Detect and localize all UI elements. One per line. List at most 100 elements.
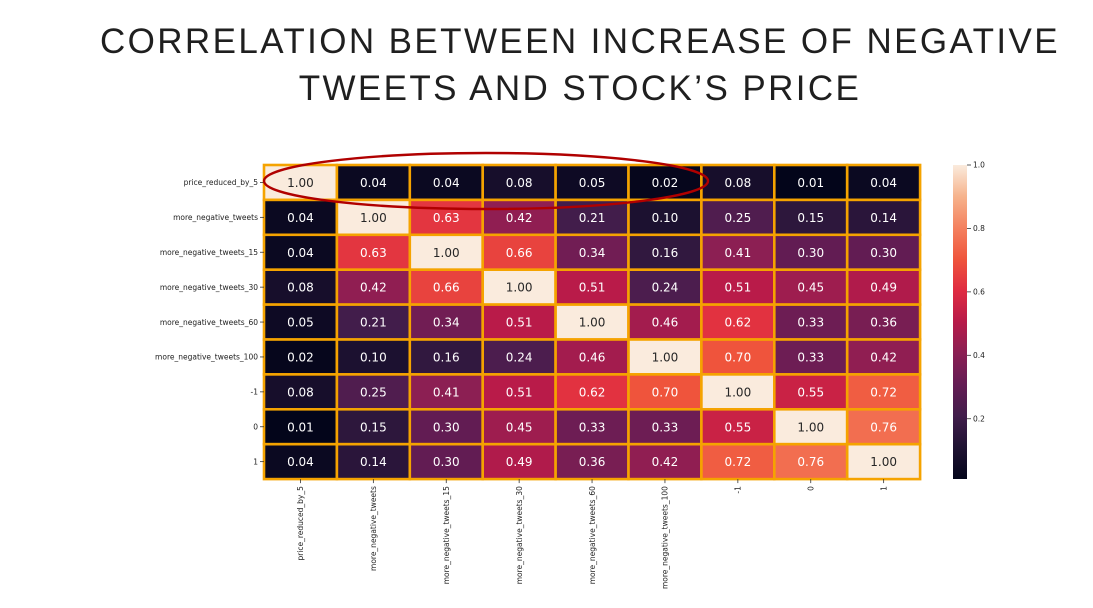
heatmap-cell: 1.00 [847,444,920,479]
heatmap-cell-value: 0.04 [287,246,314,260]
heatmap-cell: 0.62 [701,305,774,340]
heatmap-cell-value: 0.46 [652,316,679,330]
heatmap-cell: 0.62 [556,374,629,409]
heatmap-cell: 0.41 [410,374,483,409]
heatmap-cell: 0.51 [483,305,556,340]
heatmap-cell-value: 1.00 [797,420,824,434]
heatmap-cell-value: 0.41 [433,385,460,399]
heatmap-cell-value: 0.30 [797,246,824,260]
heatmap-cell-value: 0.04 [287,455,314,469]
row-label: 0 [253,422,258,431]
heatmap-cell-value: 0.34 [433,316,460,330]
column-label: more_negative_tweets [369,486,378,571]
heatmap-cell: 0.08 [701,165,774,200]
heatmap-cell-value: 0.04 [870,176,897,190]
heatmap-cell-value: 0.51 [506,316,533,330]
heatmap-cell-value: 0.49 [870,281,897,295]
heatmap-cell: 0.46 [556,340,629,375]
row-label: more_negative_tweets_15 [160,248,258,257]
heatmap-cell: 0.42 [483,200,556,235]
heatmap-cell-value: 0.41 [724,246,751,260]
heatmap-cell: 0.04 [410,165,483,200]
heatmap-cell: 0.16 [410,340,483,375]
heatmap-cell-value: 0.04 [433,176,460,190]
heatmap-cell: 1.00 [629,340,702,375]
heatmap-cell-value: 0.04 [360,176,387,190]
heatmap-cell: 0.42 [337,270,410,305]
heatmap-cell-value: 0.45 [797,281,824,295]
heatmap-cell-value: 0.34 [579,246,606,260]
colorbar-tick-label: 0.2 [973,414,985,423]
heatmap-cell-value: 1.00 [287,176,314,190]
heatmap-cell: 1.00 [774,409,847,444]
heatmap-cell: 0.21 [337,305,410,340]
heatmap-cell: 0.51 [556,270,629,305]
heatmap-cell: 0.33 [774,340,847,375]
heatmap-cell-value: 0.24 [506,350,533,364]
heatmap-cell: 0.16 [629,235,702,270]
heatmap-cell-value: 0.45 [506,420,533,434]
heatmap-cell-value: 1.00 [360,211,387,225]
heatmap-cell: 0.70 [701,340,774,375]
heatmap-cell-value: 0.16 [652,246,679,260]
heatmap-cell-value: 0.14 [360,455,387,469]
heatmap-cell-value: 0.76 [797,455,824,469]
heatmap-cell-value: 0.36 [579,455,606,469]
row-label: more_negative_tweets_60 [160,318,258,327]
heatmap-cell-value: 0.16 [433,350,460,364]
row-label: price_reduced_by_5 [184,178,259,187]
heatmap-cell: 0.25 [337,374,410,409]
heatmap-cell-value: 0.46 [579,350,606,364]
heatmap-cell-value: 0.02 [652,176,679,190]
heatmap-cell-value: 0.66 [433,281,460,295]
heatmap-cell-value: 0.02 [287,350,314,364]
heatmap-cell: 0.04 [264,444,337,479]
heatmap-cell-value: 0.42 [360,281,387,295]
heatmap-cell-value: 0.36 [870,316,897,330]
column-label: more_negative_tweets_15 [442,486,451,584]
row-label: -1 [251,388,259,397]
heatmap-cell-value: 0.30 [433,455,460,469]
heatmap-cell: 0.70 [629,374,702,409]
heatmap-cell-value: 0.10 [652,211,679,225]
heatmap-cell: 0.63 [410,200,483,235]
heatmap-cell-value: 0.42 [870,350,897,364]
column-label: 0 [806,486,815,491]
heatmap-cell-value: 0.08 [506,176,533,190]
heatmap-cell-value: 0.21 [360,316,387,330]
heatmap-cell-value: 0.10 [360,350,387,364]
heatmap-cell: 0.14 [847,200,920,235]
heatmap-cell-value: 0.08 [287,281,314,295]
heatmap-cell: 0.08 [483,165,556,200]
heatmap-cell-value: 0.01 [287,420,314,434]
heatmap-cell-value: 0.51 [579,281,606,295]
column-labels: price_reduced_by_5 more_negative_tweets mo… [296,479,888,589]
heatmap-cell-value: 0.49 [506,455,533,469]
colorbar: 1.00.80.60.40.2 [953,161,985,479]
column-label: price_reduced_by_5 [296,486,305,561]
colorbar-tick-label: 0.8 [973,224,985,233]
heatmap-cell-value: 0.33 [797,350,824,364]
heatmap-cell: 0.51 [701,270,774,305]
heatmap-cell: 0.36 [556,444,629,479]
heatmap-cell: 0.02 [264,340,337,375]
heatmap-cell: 0.72 [847,374,920,409]
heatmap-cell-value: 0.72 [724,455,751,469]
heatmap-cell: 0.01 [774,165,847,200]
row-label: more_negative_tweets_100 [155,353,258,362]
heatmap-cell: 0.76 [847,409,920,444]
heatmap-cell-value: 0.25 [724,211,751,225]
heatmap-cell: 0.30 [774,235,847,270]
heatmap-cell: 0.33 [774,305,847,340]
heatmap-cell-value: 0.72 [870,385,897,399]
heatmap-cell: 1.00 [701,374,774,409]
heatmap-cell: 0.10 [629,200,702,235]
heatmap-cell-value: 0.42 [506,211,533,225]
heatmap-cell: 0.04 [264,200,337,235]
colorbar-gradient [953,165,967,479]
heatmap-cell: 0.08 [264,270,337,305]
heatmap-cell-value: 0.70 [724,350,751,364]
heatmap-cell-value: 0.15 [797,211,824,225]
heatmap-cell: 0.72 [701,444,774,479]
heatmap-cell: 0.41 [701,235,774,270]
